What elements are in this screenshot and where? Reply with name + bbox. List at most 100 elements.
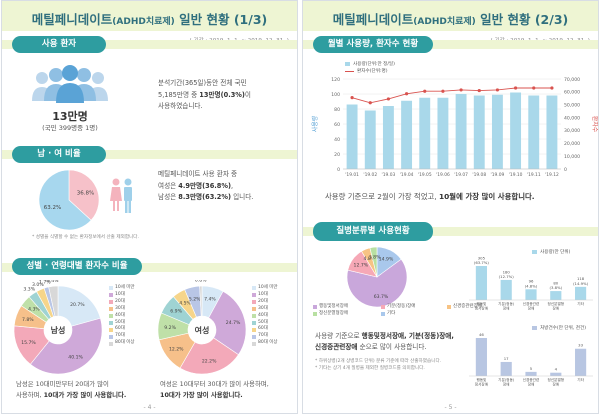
- page-title: 메틸페니데이트(ADHD치료제) 일반 현황 (1/3): [31, 12, 268, 27]
- section1-text: 분석기간(365일)동안 전체 국민 5,185만명 중 13만명(0.3%)이…: [158, 79, 251, 110]
- x-tick-label: '19.08: [472, 172, 486, 178]
- usage-bar: [528, 95, 540, 169]
- legend-item: 기분(정동)장애: [381, 304, 443, 311]
- legend-label: 40대: [258, 312, 268, 318]
- bar-category-label: 장애: [503, 381, 510, 386]
- section-label-gender: 남 · 여 비율: [12, 146, 106, 163]
- monthly-usage-chart: 0 20 40 60 80 100 120 0 10,000 20,000 30,000 40,000…: [311, 77, 598, 178]
- legend-label: 60대: [258, 326, 268, 332]
- pie-slice-label: 6.9%: [170, 309, 182, 315]
- section-band: [2, 263, 297, 272]
- pie-slice-label: 7.8%: [22, 317, 34, 323]
- patients-point: [459, 88, 463, 92]
- legend-swatch: [447, 305, 451, 310]
- legend-item: 60대: [252, 326, 278, 333]
- pie-slice-label: 5.2%: [189, 296, 201, 302]
- legend-item: 50대: [252, 320, 278, 327]
- bar-value-label: (4.8%): [525, 283, 538, 288]
- legend-swatch: [252, 293, 256, 298]
- pie-slice-label: 20.7%: [70, 302, 85, 308]
- donut-center-label: 여성: [195, 325, 210, 335]
- pie-slice: [68, 169, 100, 221]
- legend-swatch: [252, 334, 256, 339]
- x-tick-label: '19.10: [509, 172, 523, 178]
- bar-value-label: (3.8%): [549, 285, 562, 290]
- page-number: - 5 -: [444, 404, 457, 411]
- legend-label: 정신분열형장애: [319, 310, 348, 316]
- legend-swatch: [313, 305, 317, 310]
- bar-category-label: 장애: [528, 381, 535, 386]
- legend-swatch: [252, 307, 256, 312]
- legend-item: 60대: [109, 326, 135, 333]
- legend-swatch: [109, 307, 113, 312]
- legend-swatch: [252, 341, 256, 346]
- usage-bar: [401, 100, 413, 169]
- y-tick-label: 40: [334, 137, 340, 143]
- pie-slice: [38, 169, 92, 231]
- legend-item: 80대 이상: [109, 340, 135, 347]
- x-tick-label: '19.05: [418, 172, 432, 178]
- y2-tick-label: 20,000: [564, 141, 580, 147]
- pie-slice-label: 12.7%: [354, 263, 369, 269]
- y2-tick-label: 10,000: [564, 154, 580, 160]
- legend-swatch: [109, 300, 113, 305]
- pie-slice-label: 40.1%: [68, 354, 83, 360]
- usage-bar: [455, 94, 467, 169]
- patients-point: [368, 101, 372, 105]
- female-male-icon: [110, 178, 132, 213]
- section-label-monthly: 월별 사용량, 환자수 현황: [313, 36, 433, 53]
- legend-label: 60대: [115, 326, 125, 332]
- legend-swatch: [109, 314, 113, 319]
- category-bar: [525, 371, 537, 376]
- usage-bar: [346, 104, 358, 169]
- pie-slice-label: 4.3%: [28, 306, 40, 312]
- x-tick-label: '19.07: [454, 172, 468, 178]
- bar-category-label: 정서장애: [475, 305, 488, 310]
- female-age-text: 여성은 10대부터 30대가 많이 사용하며, 10대가 가장 많이 사용합니다…: [160, 380, 269, 399]
- category-bar: [475, 266, 487, 300]
- x-tick-label: '19.04: [400, 172, 414, 178]
- female-age-donut: 7.4% 24.7% 22.2% 12.2% 9.2% 6.9% 4.5%5.2% 0.8% 여…: [157, 280, 247, 375]
- pie-slice: [208, 290, 247, 356]
- x-tick-label: '19.06: [436, 172, 450, 178]
- bar-category-label: 행동및: [476, 301, 487, 306]
- legend-label: 행동및정서장애: [319, 304, 348, 309]
- disease-pie-chart: 14.9% 63.7% 12.7%4.8%3.8%: [346, 246, 408, 308]
- bar-category-label: 기타: [577, 301, 584, 306]
- legend-item: 40대: [252, 313, 278, 320]
- usage-bar: [437, 97, 449, 169]
- y-tick-label: 100: [331, 92, 340, 98]
- section-band: [2, 150, 297, 159]
- patients-point: [532, 86, 536, 90]
- disease-legend: 행동및정서장애 기분(정동)장애 신경증관련장애 정신분열형장애 기타: [313, 304, 507, 318]
- usage-bar: [491, 94, 503, 169]
- bar-category-label: 기분(정동): [498, 301, 515, 306]
- y-tick-label: 20: [334, 152, 340, 158]
- pie-slice-label: 3.4%: [47, 280, 59, 284]
- pie-slice-label: 3.0%: [32, 282, 44, 288]
- legend-item: 정신분열형장애: [313, 311, 377, 318]
- bar-category-label: 장애: [503, 305, 510, 310]
- pie-slice-label: 22.2%: [202, 359, 217, 365]
- pie-slice-label: 36.8%: [77, 191, 94, 197]
- bar-value-label: 46: [479, 332, 484, 337]
- patients-point: [441, 89, 445, 93]
- bar-value-label: 96: [529, 279, 534, 284]
- legend-label: 30대: [258, 305, 268, 311]
- legend-swatch: [109, 320, 113, 325]
- legend-swatch-bar: [345, 62, 350, 66]
- legend-item: 70대: [252, 333, 278, 340]
- pie-slice-label: 3.8%: [369, 255, 381, 261]
- pie-slice-label: 3.3%: [23, 287, 35, 293]
- section-label-patients: 사용 환자: [12, 36, 106, 53]
- male-age-legend: 10세 미만 10대 20대 30대 40대 50대 60대 70대 80대 이상: [109, 285, 135, 347]
- legend-swatch: [109, 341, 113, 346]
- page-title: 메틸페니데이트(ADHD치료제) 일반 현황 (2/3): [332, 12, 569, 27]
- bar-category-label: 기분(정동): [498, 377, 515, 382]
- page-right: 메틸페니데이트(ADHD치료제) 일반 현황 (2/3) ( 기간 : 2019…: [302, 0, 599, 414]
- patients-point: [404, 92, 409, 96]
- bar-category-label: 행동및: [476, 377, 487, 382]
- pie-slice: [369, 246, 378, 278]
- section-band: [303, 40, 598, 49]
- patient-ratio: (국민 399명중 1명): [42, 124, 98, 132]
